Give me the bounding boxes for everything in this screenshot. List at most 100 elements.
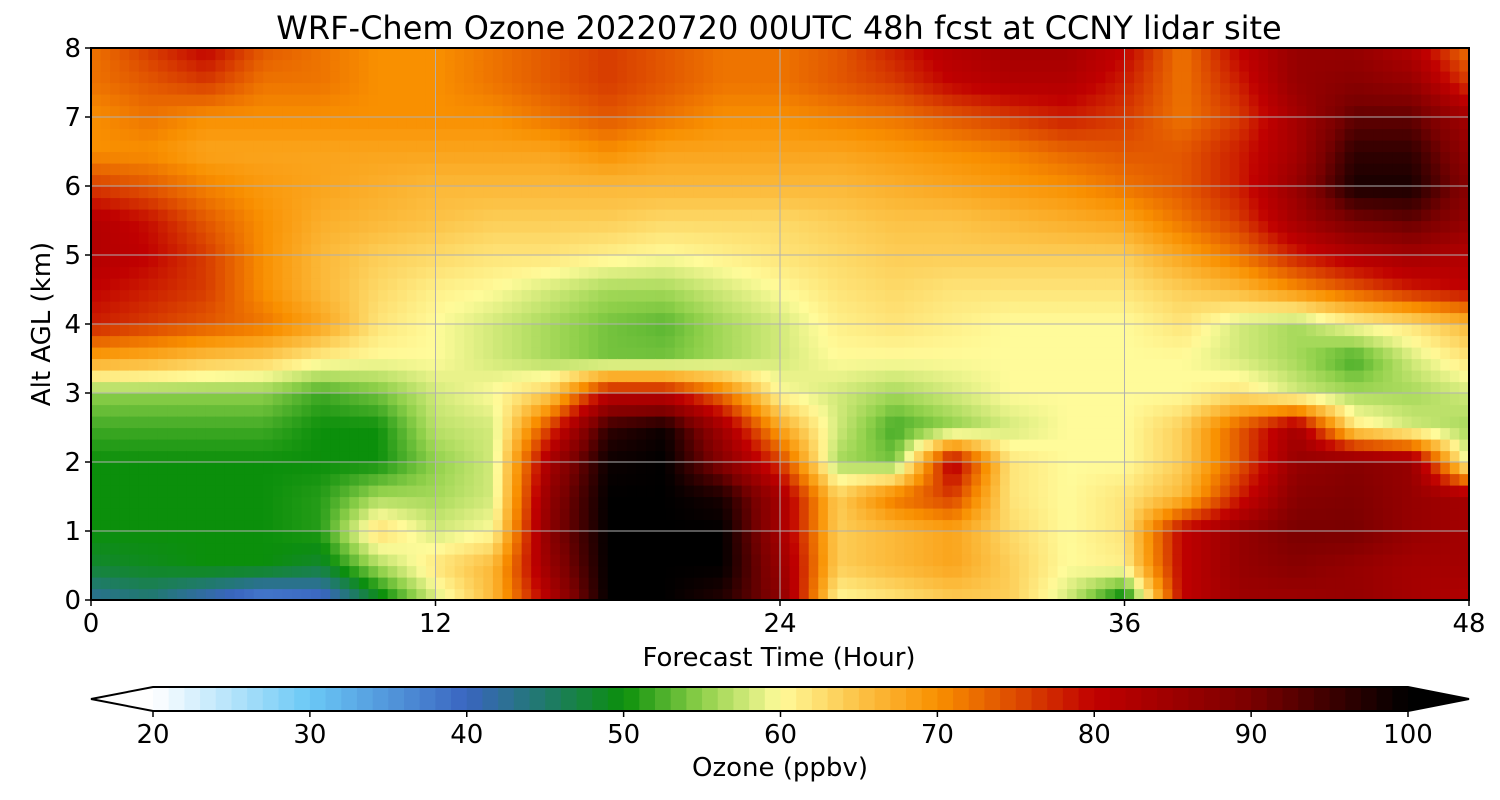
ozone-cell — [263, 312, 274, 325]
ozone-cell — [282, 94, 293, 107]
ozone-cell — [512, 82, 523, 95]
ozone-cell — [311, 324, 322, 337]
ozone-cell — [559, 577, 571, 590]
ozone-cell — [311, 220, 322, 233]
ozone-cell — [846, 71, 858, 84]
ozone-cell — [272, 370, 283, 383]
ozone-cell — [1047, 565, 1059, 578]
ozone-cell — [358, 416, 370, 429]
ozone-cell — [980, 59, 992, 72]
ozone-cell — [311, 335, 322, 348]
ozone-cell — [703, 94, 714, 107]
ozone-cell — [1047, 485, 1059, 498]
ozone-cell — [1057, 117, 1068, 130]
ozone-cell — [282, 565, 293, 578]
ozone-cell — [1009, 140, 1020, 153]
ozone-cell — [339, 496, 350, 509]
ozone-cell — [550, 347, 561, 360]
ozone-cell — [119, 232, 130, 245]
ozone-cell — [655, 209, 666, 222]
ozone-cell — [732, 335, 743, 348]
ozone-cell — [205, 151, 216, 164]
ozone-cell — [856, 209, 867, 222]
ozone-cell — [186, 197, 197, 210]
ozone-cell — [387, 301, 398, 314]
ozone-cell — [540, 347, 551, 360]
ozone-cell — [693, 508, 705, 521]
ozone-cell — [215, 404, 226, 417]
ozone-cell — [875, 105, 886, 118]
ozone-cell — [186, 519, 197, 532]
ozone-cell — [186, 427, 197, 440]
ozone-cell — [684, 565, 695, 578]
ozone-cell — [148, 496, 159, 509]
ozone-cell — [397, 232, 408, 245]
ozone-cell — [253, 151, 264, 164]
ozone-cell — [263, 301, 274, 314]
ozone-cell — [425, 542, 437, 555]
ozone-cell — [866, 174, 877, 187]
ozone-cell — [1009, 485, 1020, 498]
ozone-cell — [980, 439, 992, 452]
ozone-cell — [990, 243, 1001, 256]
ozone-cell — [157, 542, 169, 555]
ozone-cell — [617, 496, 628, 509]
ozone-cell — [846, 404, 858, 417]
ozone-cell — [799, 473, 810, 486]
ozone-cell — [913, 450, 925, 463]
ozone-cell — [607, 416, 618, 429]
ozone-cell — [646, 508, 657, 521]
ozone-cell — [827, 255, 839, 268]
ozone-cell — [521, 439, 532, 452]
ozone-cell — [253, 381, 264, 394]
ozone-cell — [464, 71, 475, 84]
ozone-cell — [684, 358, 695, 371]
ozone-cell — [263, 140, 274, 153]
ozone-cell — [100, 209, 111, 222]
ozone-cell — [234, 94, 245, 107]
ozone-cell — [770, 588, 781, 601]
ozone-cell — [1067, 554, 1078, 567]
ozone-cell — [512, 289, 523, 302]
ozone-cell — [598, 94, 609, 107]
ozone-cell — [387, 289, 398, 302]
ozone-cell — [588, 71, 599, 84]
ozone-cell — [368, 404, 379, 417]
ozone-cell — [110, 370, 121, 383]
ozone-cell — [502, 209, 513, 222]
ozone-cell — [186, 462, 197, 475]
ozone-cell — [550, 278, 561, 291]
ozone-cell — [626, 439, 638, 452]
ozone-cell — [435, 508, 446, 521]
ozone-cell — [636, 473, 647, 486]
ozone-cell — [722, 128, 733, 141]
ozone-cell — [866, 473, 877, 486]
ozone-cell — [425, 71, 437, 84]
ozone-cell — [435, 416, 446, 429]
ozone-cell — [588, 542, 599, 555]
ozone-cell — [129, 220, 140, 233]
ozone-cell — [483, 439, 494, 452]
ozone-cell — [598, 140, 609, 153]
ozone-cell — [856, 220, 867, 233]
ozone-cell — [684, 381, 695, 394]
ozone-cell — [224, 220, 236, 233]
ozone-cell — [1038, 163, 1049, 176]
ozone-cell — [205, 197, 216, 210]
ozone-cell — [464, 588, 475, 601]
ozone-cell — [339, 82, 350, 95]
ozone-cell — [1067, 427, 1078, 440]
ozone-cell — [980, 393, 992, 406]
ozone-cell — [425, 128, 437, 141]
ozone-cell — [512, 393, 523, 406]
ozone-cell — [636, 588, 647, 601]
ozone-cell — [1028, 542, 1039, 555]
ozone-cell — [224, 439, 236, 452]
ozone-cell — [301, 335, 312, 348]
ozone-cell — [971, 381, 982, 394]
ozone-cell — [751, 519, 762, 532]
ozone-cell — [875, 71, 886, 84]
ozone-cell — [301, 531, 312, 544]
ozone-cell — [732, 151, 743, 164]
ozone-cell — [358, 128, 370, 141]
